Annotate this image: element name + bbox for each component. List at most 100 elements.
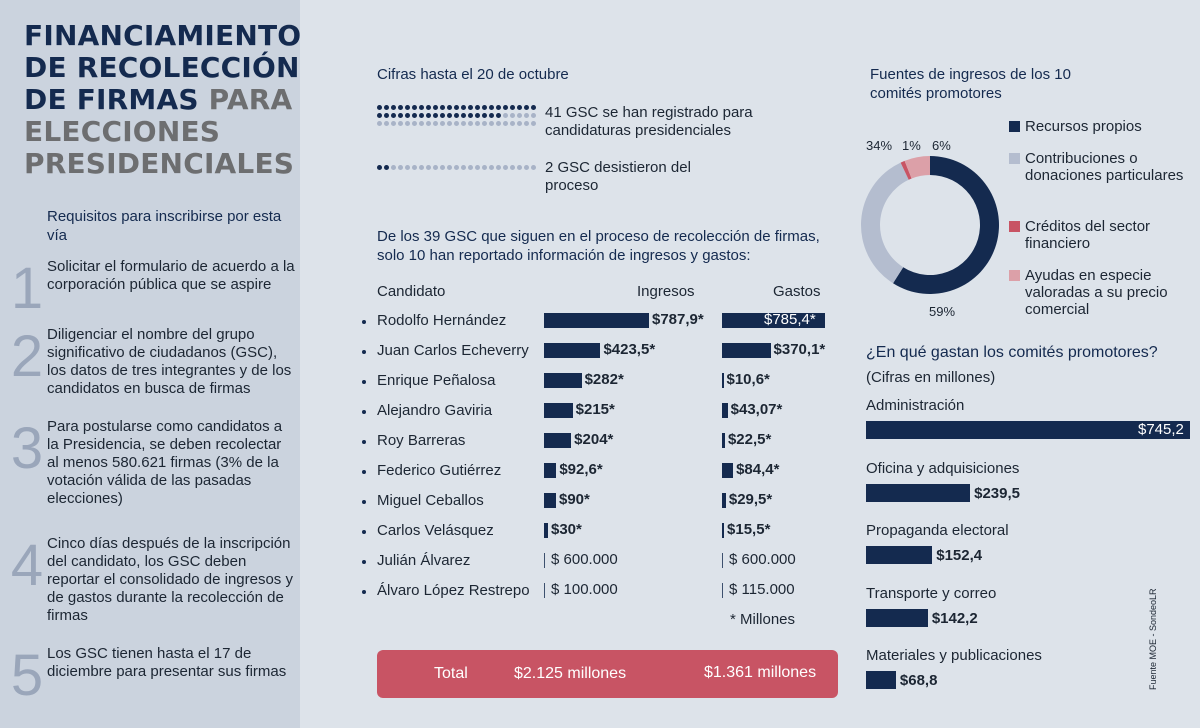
gsc-dot-inactive bbox=[531, 121, 536, 126]
spending-value: $142,2 bbox=[931, 609, 978, 627]
gsc-heading: Cifras hasta el 20 de octubre bbox=[377, 66, 569, 83]
spending-category: Propaganda electoral bbox=[866, 522, 1009, 539]
gsc-dot-inactive bbox=[510, 165, 515, 170]
slice-percent: 6% bbox=[932, 138, 951, 153]
income-label: $215* bbox=[575, 401, 615, 418]
gsc-dot-inactive bbox=[419, 165, 424, 170]
gsc-dot-inactive bbox=[510, 121, 515, 126]
income-bar bbox=[544, 313, 649, 328]
title-part: PARA bbox=[208, 83, 293, 116]
gsc-dot-inactive bbox=[391, 121, 396, 126]
expense-label: $ 600.000 bbox=[729, 551, 796, 568]
expense-bar bbox=[722, 313, 825, 328]
withdrawn-dots-row bbox=[377, 165, 536, 170]
gsc-dot-inactive bbox=[377, 121, 382, 126]
candidate-name: Rodolfo Hernández bbox=[377, 312, 507, 329]
expense-label: $29,5* bbox=[728, 491, 773, 508]
registered-text: 41 GSC se han registrado para candidatur… bbox=[545, 104, 753, 139]
expense-bar bbox=[722, 433, 725, 448]
gsc-dot-inactive bbox=[426, 165, 431, 170]
income-label: $90* bbox=[558, 491, 590, 508]
expense-bar bbox=[722, 373, 724, 388]
sources-title: Fuentes de ingresos de los 10 comités pr… bbox=[870, 66, 1071, 102]
gsc-dot-active bbox=[503, 105, 508, 110]
gsc-dot-inactive bbox=[412, 165, 417, 170]
gsc-dot-active bbox=[454, 113, 459, 118]
income-label: $92,6* bbox=[559, 461, 603, 478]
spending-bar bbox=[866, 546, 933, 564]
gsc-dot-active bbox=[405, 105, 410, 110]
gsc-dot-active bbox=[475, 105, 480, 110]
title-part: DE FIRMAS bbox=[24, 83, 209, 116]
gsc-dot-inactive bbox=[503, 113, 508, 118]
income-bar bbox=[544, 493, 556, 508]
expense-bar bbox=[722, 553, 723, 568]
row-bullet bbox=[362, 440, 366, 444]
gsc-dot-active bbox=[377, 165, 382, 170]
income-label: $ 100.000 bbox=[551, 581, 618, 598]
gsc-dot-inactive bbox=[503, 165, 508, 170]
gsc-dot-inactive bbox=[412, 121, 417, 126]
legend-swatch bbox=[1009, 153, 1020, 164]
gsc-dot-active bbox=[510, 105, 515, 110]
row-bullet bbox=[362, 350, 366, 354]
expense-label: $43,07* bbox=[730, 401, 783, 418]
expense-label: $15,5* bbox=[727, 521, 771, 538]
requirement-number: 2 bbox=[10, 324, 44, 389]
expense-label: $ 115.000 bbox=[729, 581, 795, 598]
income-bar bbox=[544, 373, 582, 388]
gsc-dot-inactive bbox=[496, 165, 501, 170]
gsc-dot-inactive bbox=[510, 113, 515, 118]
table-intro: De los 39 GSC que siguen en el proceso d… bbox=[377, 228, 820, 264]
total-label: Total bbox=[434, 665, 468, 682]
total-income: $2.125 millones bbox=[514, 665, 627, 682]
gsc-dot-active bbox=[419, 105, 424, 110]
gsc-dot-active bbox=[398, 105, 403, 110]
gsc-dot-inactive bbox=[419, 121, 424, 126]
expense-bar bbox=[722, 343, 771, 358]
main-title: FINANCIAMIENTO DE RECOLECCIÓN DE FIRMAS PA… bbox=[24, 20, 301, 180]
candidate-name: Juan Carlos Echeverry bbox=[377, 342, 529, 359]
registered-dots-row bbox=[377, 121, 536, 126]
income-label: $282* bbox=[584, 371, 624, 388]
requirement-text: Cinco días después de la inscripción del… bbox=[47, 535, 293, 624]
gsc-dot-active bbox=[384, 105, 389, 110]
expense-bar bbox=[722, 523, 725, 538]
spending-category: Oficina y adquisiciones bbox=[866, 459, 1020, 477]
gsc-dot-inactive bbox=[496, 121, 501, 126]
spending-bar bbox=[866, 608, 928, 627]
income-label: $204* bbox=[574, 431, 614, 448]
spending-value: $239,5 bbox=[974, 484, 1021, 502]
income-label: $423,5* bbox=[603, 341, 656, 358]
gsc-dot-active bbox=[412, 105, 417, 110]
expense-label: $10,6* bbox=[726, 371, 770, 388]
gsc-dot-inactive bbox=[503, 121, 508, 126]
gsc-dot-inactive bbox=[447, 121, 452, 126]
income-bar bbox=[544, 403, 573, 418]
gsc-dot-active bbox=[447, 113, 452, 118]
row-bullet bbox=[362, 320, 366, 324]
gsc-dot-inactive bbox=[468, 165, 473, 170]
income-label: $30* bbox=[550, 521, 582, 538]
row-bullet bbox=[362, 470, 366, 474]
total-box: Total $2.125 millones $1.361 millones bbox=[377, 650, 838, 698]
title-part: PRESIDENCIALES bbox=[24, 147, 295, 180]
gsc-dot-active bbox=[531, 105, 536, 110]
gsc-dot-active bbox=[391, 105, 396, 110]
gsc-dot-inactive bbox=[482, 121, 487, 126]
expense-label: $785,4* bbox=[764, 311, 816, 328]
gsc-dot-inactive bbox=[517, 121, 522, 126]
donut-slice bbox=[893, 156, 999, 294]
gsc-dot-active bbox=[391, 113, 396, 118]
gsc-dot-active bbox=[405, 113, 410, 118]
gsc-dot-inactive bbox=[468, 121, 473, 126]
gsc-dot-active bbox=[419, 113, 424, 118]
spending-value: $152,4 bbox=[936, 547, 983, 564]
col-candidate: Candidato bbox=[377, 283, 446, 300]
gsc-dot-inactive bbox=[405, 121, 410, 126]
gsc-dot-inactive bbox=[447, 165, 452, 170]
income-bar bbox=[544, 463, 557, 478]
gsc-dot-active bbox=[384, 113, 389, 118]
candidate-name: Julián Álvarez bbox=[377, 552, 471, 569]
source-note: Fuente MOE - SondeoLR bbox=[1148, 588, 1158, 690]
